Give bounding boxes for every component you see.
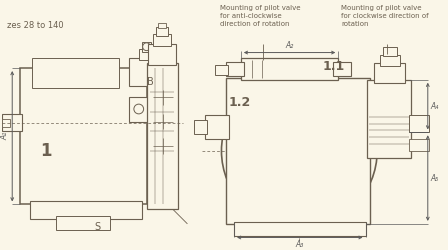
Bar — [32, 58, 119, 87]
Text: zes 28 to 140: zes 28 to 140 — [7, 22, 64, 30]
Bar — [146, 63, 178, 209]
Circle shape — [281, 137, 289, 145]
Bar — [226, 78, 370, 224]
Bar — [409, 139, 429, 151]
Circle shape — [249, 100, 350, 202]
Bar — [383, 47, 396, 56]
Bar — [139, 49, 152, 60]
Text: Mounting of pilot valve
for clockwise direction of
rotation: Mounting of pilot valve for clockwise di… — [341, 5, 429, 27]
Bar — [215, 65, 228, 75]
Text: 1.2: 1.2 — [229, 96, 251, 109]
Bar — [3, 119, 10, 126]
Bar — [234, 222, 366, 235]
Bar — [205, 115, 229, 139]
Bar — [3, 114, 22, 132]
Bar — [153, 34, 171, 46]
Bar — [374, 63, 405, 83]
Text: B: B — [147, 76, 154, 86]
Bar — [226, 62, 244, 76]
Circle shape — [142, 43, 151, 50]
Text: S: S — [95, 222, 101, 232]
Circle shape — [289, 141, 309, 161]
Text: 1: 1 — [40, 142, 52, 160]
Bar — [30, 202, 142, 219]
Text: A₅: A₅ — [431, 174, 439, 182]
Bar — [20, 68, 146, 204]
Text: A₃: A₃ — [295, 240, 303, 250]
Bar — [380, 54, 400, 66]
Circle shape — [221, 73, 377, 229]
Text: Mounting of pilot valve
for anti-clockwise
direction of rotation: Mounting of pilot valve for anti-clockwi… — [220, 5, 300, 27]
Bar — [333, 62, 351, 76]
Bar — [129, 97, 148, 122]
Bar — [129, 58, 151, 86]
Bar — [142, 42, 151, 51]
Bar — [367, 80, 411, 158]
Bar — [409, 115, 429, 132]
Text: A₄: A₄ — [431, 102, 439, 110]
Bar — [194, 120, 207, 134]
Text: A₁: A₁ — [0, 132, 9, 140]
Bar — [241, 58, 338, 80]
Bar — [156, 27, 168, 36]
Text: 1.1: 1.1 — [323, 60, 345, 74]
Circle shape — [134, 104, 144, 114]
Bar — [158, 23, 166, 28]
Bar — [148, 44, 176, 65]
Text: A₂: A₂ — [285, 41, 294, 50]
Bar — [56, 216, 110, 230]
